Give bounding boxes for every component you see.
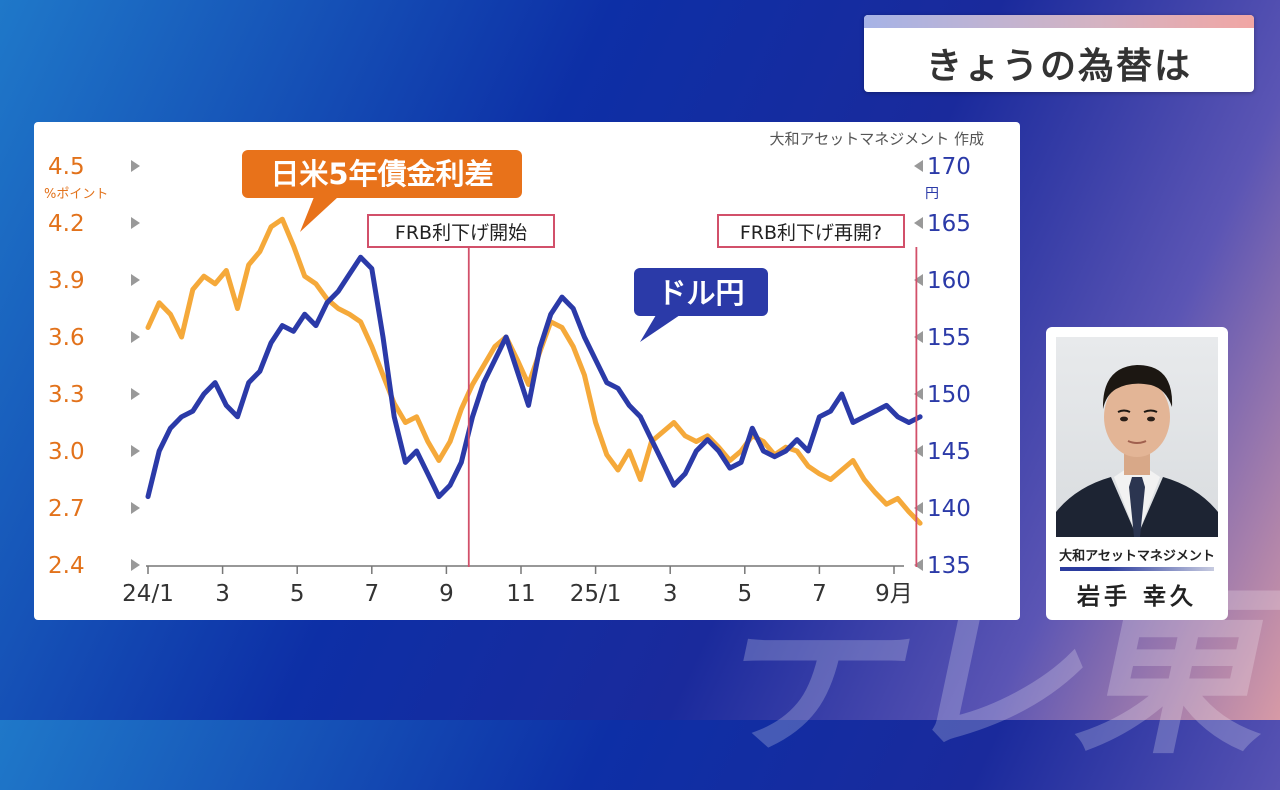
x-tick-label: 9 (439, 581, 454, 607)
right-tick-label: 170 (927, 154, 971, 180)
spread-callout-label: 日米5年債金利差 (270, 157, 493, 191)
left-tick-label: 3.9 (48, 268, 85, 294)
right-tick-label: 135 (927, 553, 971, 579)
right-tick-label: 155 (927, 325, 971, 351)
org-underline (1060, 567, 1214, 571)
right-tick-arrow (914, 559, 923, 571)
x-tick-label: 3 (215, 581, 230, 607)
commentator-name: 岩手 幸久 (1076, 584, 1197, 610)
x-tick-label: 7 (364, 581, 379, 607)
left-axis-unit: %ポイント (44, 187, 108, 202)
commentator-org: 大和アセットマネジメント (1059, 549, 1215, 564)
chart-source: 大和アセットマネジメント 作成 (770, 130, 984, 148)
fx-chart: 2.4 2.7 3.0 3.3 3.6 3.9 4.2 4.5 135 140 145 150 155 1… (44, 130, 984, 607)
right-tick-arrow (914, 502, 923, 514)
left-tick-label: 4.5 (48, 154, 85, 180)
left-tick-label: 2.4 (48, 553, 85, 579)
right-tick-arrow (914, 274, 923, 286)
left-tick-arrow (131, 217, 140, 229)
commentator-photo (1056, 337, 1218, 537)
title-stripe (864, 15, 1254, 28)
usdjpy-line (145, 254, 923, 500)
chart-panel: 2.4 2.7 3.0 3.3 3.6 3.9 4.2 4.5 135 140 145 150 155 1… (34, 122, 1020, 620)
title-box: きょうの為替は (864, 15, 1254, 92)
right-tick-label: 160 (927, 268, 971, 294)
left-tick-label: 3.6 (48, 325, 85, 351)
left-tick-arrow (131, 160, 140, 172)
left-tick-label: 3.0 (48, 439, 85, 465)
event-label-1-text: FRB利下げ開始 (395, 222, 527, 244)
commentator-card: 大和アセットマネジメント 岩手 幸久 (1046, 327, 1228, 620)
left-tick-arrow (131, 502, 140, 514)
right-tick-arrow (914, 388, 923, 400)
right-tick-label: 140 (927, 496, 971, 522)
spread-callout: 日米5年債金利差 (242, 150, 522, 232)
right-tick-label: 165 (927, 211, 971, 237)
x-tick-label: 5 (290, 581, 305, 607)
x-tick-label: 11 (506, 581, 535, 607)
x-tick-label: 7 (812, 581, 827, 607)
x-tick-label: 25/1 (570, 581, 622, 607)
x-tick-label: 5 (737, 581, 752, 607)
left-tick-label: 3.3 (48, 382, 85, 408)
left-tick-arrow (131, 445, 140, 457)
right-tick-arrow (914, 445, 923, 457)
left-tick-label: 4.2 (48, 211, 85, 237)
left-tick-arrow (131, 388, 140, 400)
usdjpy-callout-label: ドル円 (657, 276, 744, 310)
x-tick-label: 9月 (875, 581, 913, 607)
right-tick-arrow (914, 331, 923, 343)
event-label-2-text: FRB利下げ再開? (740, 222, 882, 244)
x-tick-label: 24/1 (122, 581, 174, 607)
page-title: きょうの為替は (925, 46, 1192, 87)
right-axis-unit: 円 (925, 186, 939, 202)
left-tick-label: 2.7 (48, 496, 85, 522)
right-tick-label: 145 (927, 439, 971, 465)
x-tick-label: 3 (663, 581, 678, 607)
left-tick-arrow (131, 559, 140, 571)
left-tick-arrow (131, 274, 140, 286)
event-label-1: FRB利下げ開始 (367, 214, 555, 248)
usdjpy-callout: ドル円 (634, 268, 768, 342)
right-tick-arrow (914, 217, 923, 229)
left-tick-arrow (131, 331, 140, 343)
right-tick-arrow (914, 160, 923, 172)
right-tick-label: 150 (927, 382, 971, 408)
event-label-2: FRB利下げ再開? (717, 214, 905, 248)
person-portrait (1056, 365, 1218, 537)
